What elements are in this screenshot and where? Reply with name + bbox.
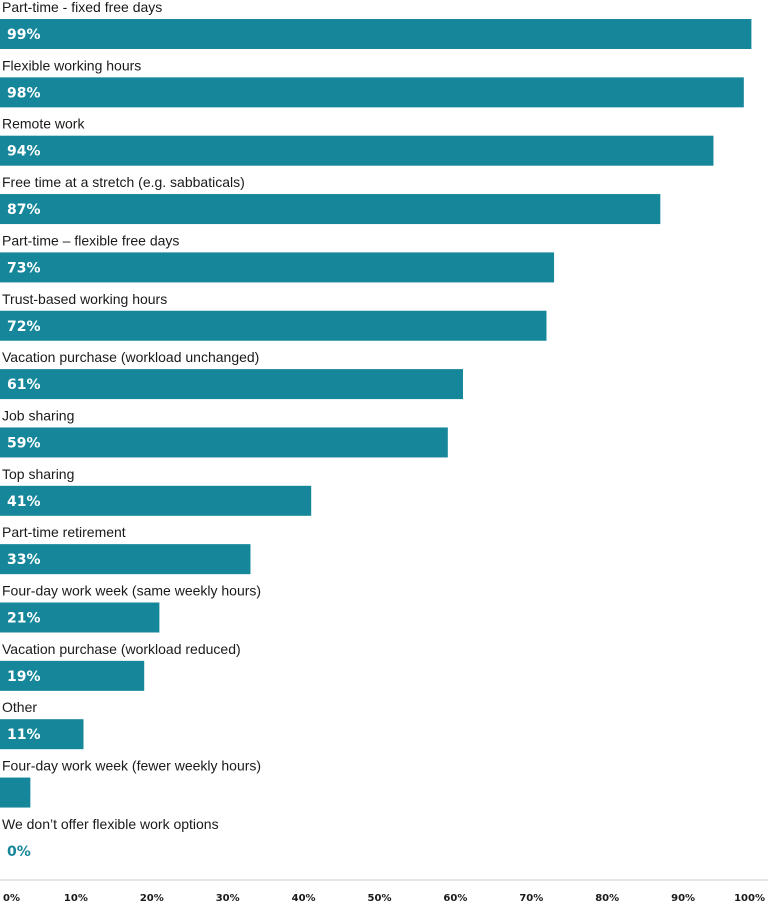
data-label: 61% bbox=[7, 377, 41, 393]
x-tick-label: 20% bbox=[140, 893, 164, 904]
bar bbox=[0, 19, 752, 49]
bar-group: Trust-based working hours 72% bbox=[0, 291, 547, 341]
category-label: Remote work bbox=[2, 116, 85, 132]
x-tick-label: 40% bbox=[292, 893, 316, 904]
bar-group: Four-day work week (fewer weekly hours) 4… bbox=[0, 758, 261, 808]
bar-group: Flexible working hours 98% bbox=[0, 57, 744, 108]
bar-group: Four-day work week (same weekly hours) 21… bbox=[0, 583, 261, 633]
bar bbox=[0, 135, 714, 166]
bar bbox=[0, 660, 145, 691]
bar bbox=[0, 777, 31, 808]
category-label: Four-day work week (same weekly hours) bbox=[2, 583, 261, 599]
x-tick-label: 60% bbox=[443, 893, 467, 904]
data-label: 4% bbox=[7, 786, 31, 802]
data-label: 33% bbox=[7, 552, 41, 568]
bar-group: We don’t offer flexible work options 0% bbox=[2, 816, 219, 860]
bar-group: Part-time – flexible free days 73% bbox=[0, 232, 555, 283]
bar bbox=[0, 427, 448, 458]
bar bbox=[0, 252, 555, 283]
data-label: 94% bbox=[7, 144, 41, 160]
bar-group: Vacation purchase (workload reduced) 19% bbox=[0, 641, 241, 691]
bar bbox=[0, 369, 463, 400]
x-tick-label: 80% bbox=[595, 893, 619, 904]
category-label: We don’t offer flexible work options bbox=[2, 816, 219, 832]
category-label: Other bbox=[2, 699, 37, 715]
category-label: Part-time retirement bbox=[2, 524, 126, 540]
x-tick-label: 70% bbox=[519, 893, 543, 904]
x-tick-label: 90% bbox=[671, 893, 695, 904]
bar bbox=[0, 719, 84, 750]
category-label: Vacation purchase (workload reduced) bbox=[2, 641, 241, 657]
data-label: 99% bbox=[7, 27, 41, 43]
bar-group: Part-time - fixed free days 99% bbox=[0, 0, 752, 49]
data-label: 87% bbox=[7, 202, 41, 218]
data-label: 21% bbox=[7, 611, 41, 627]
category-label: Job sharing bbox=[2, 407, 74, 423]
bar bbox=[0, 194, 661, 225]
bar bbox=[0, 602, 160, 633]
x-tick-label: 30% bbox=[216, 893, 240, 904]
category-label: Four-day work week (fewer weekly hours) bbox=[2, 758, 261, 774]
bar bbox=[0, 310, 547, 341]
data-label: 11% bbox=[7, 727, 41, 743]
category-label: Free time at a stretch (e.g. sabbaticals… bbox=[2, 174, 245, 190]
data-label: 0% bbox=[7, 844, 31, 860]
x-tick-label: 50% bbox=[368, 893, 392, 904]
category-label: Part-time - fixed free days bbox=[2, 0, 162, 15]
bar bbox=[0, 77, 744, 108]
bar-group: Job sharing 59% bbox=[0, 407, 448, 458]
bar-group: Top sharing 41% bbox=[0, 466, 312, 516]
category-label: Vacation purchase (workload unchanged) bbox=[2, 349, 259, 365]
bar bbox=[0, 544, 251, 575]
data-label: 73% bbox=[7, 260, 41, 276]
category-label: Top sharing bbox=[2, 466, 74, 482]
bar-group: Vacation purchase (workload unchanged) 61… bbox=[0, 349, 463, 400]
bar bbox=[0, 485, 312, 516]
data-label: 98% bbox=[7, 85, 41, 101]
x-tick-label: 0% bbox=[3, 893, 20, 904]
bar-group: Part-time retirement 33% bbox=[0, 524, 251, 575]
x-tick-label: 10% bbox=[64, 893, 88, 904]
data-label: 41% bbox=[7, 494, 41, 510]
bar-group: Remote work 94% bbox=[0, 116, 714, 166]
x-tick-label: 100% bbox=[734, 893, 765, 904]
data-label: 59% bbox=[7, 435, 41, 451]
category-label: Trust-based working hours bbox=[2, 291, 167, 307]
category-label: Flexible working hours bbox=[2, 57, 141, 73]
data-label: 19% bbox=[7, 669, 41, 685]
bar-group: Free time at a stretch (e.g. sabbaticals… bbox=[0, 174, 661, 225]
data-label: 72% bbox=[7, 319, 41, 335]
bar-group: Other 11% bbox=[0, 699, 84, 750]
category-label: Part-time – flexible free days bbox=[2, 232, 179, 248]
